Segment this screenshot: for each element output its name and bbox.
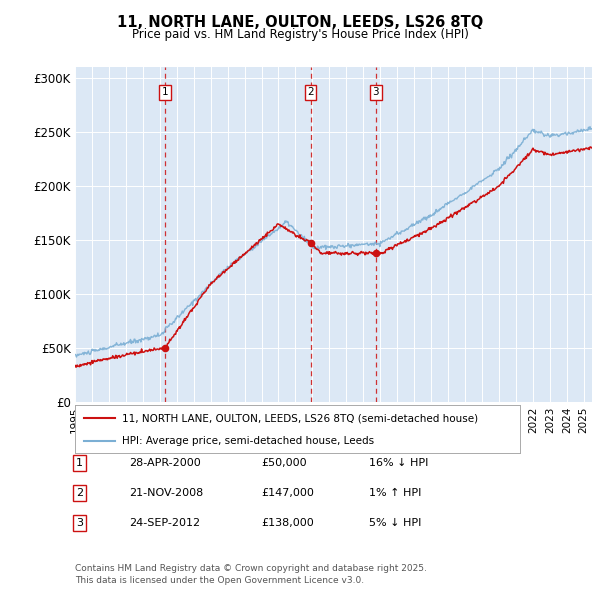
Text: 1: 1: [162, 87, 169, 97]
Text: 24-SEP-2012: 24-SEP-2012: [129, 518, 200, 528]
Text: Contains HM Land Registry data © Crown copyright and database right 2025.
This d: Contains HM Land Registry data © Crown c…: [75, 565, 427, 585]
Text: 3: 3: [76, 518, 83, 528]
Text: 1: 1: [76, 458, 83, 468]
Text: £50,000: £50,000: [261, 458, 307, 468]
Text: 2: 2: [307, 87, 314, 97]
Text: 11, NORTH LANE, OULTON, LEEDS, LS26 8TQ (semi-detached house): 11, NORTH LANE, OULTON, LEEDS, LS26 8TQ …: [122, 413, 478, 423]
Text: £147,000: £147,000: [261, 488, 314, 498]
Text: £138,000: £138,000: [261, 518, 314, 528]
Text: 16% ↓ HPI: 16% ↓ HPI: [369, 458, 428, 468]
Text: 11, NORTH LANE, OULTON, LEEDS, LS26 8TQ: 11, NORTH LANE, OULTON, LEEDS, LS26 8TQ: [117, 15, 483, 30]
Text: Price paid vs. HM Land Registry's House Price Index (HPI): Price paid vs. HM Land Registry's House …: [131, 28, 469, 41]
Text: HPI: Average price, semi-detached house, Leeds: HPI: Average price, semi-detached house,…: [122, 436, 374, 446]
Text: 2: 2: [76, 488, 83, 498]
Text: 5% ↓ HPI: 5% ↓ HPI: [369, 518, 421, 528]
Text: 1% ↑ HPI: 1% ↑ HPI: [369, 488, 421, 498]
Text: 21-NOV-2008: 21-NOV-2008: [129, 488, 203, 498]
Text: 3: 3: [373, 87, 379, 97]
Text: 28-APR-2000: 28-APR-2000: [129, 458, 201, 468]
